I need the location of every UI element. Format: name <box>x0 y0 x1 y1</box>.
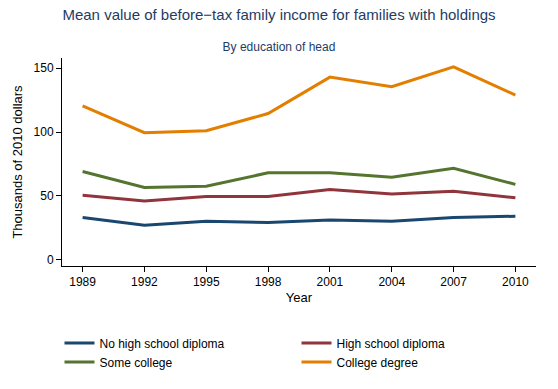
svg-text:College degree: College degree <box>337 356 419 370</box>
svg-text:0: 0 <box>47 253 54 267</box>
svg-text:1995: 1995 <box>193 275 220 289</box>
svg-text:Thousands of 2010 dollars: Thousands of 2010 dollars <box>10 85 25 239</box>
svg-text:1989: 1989 <box>69 275 96 289</box>
svg-text:50: 50 <box>40 189 54 203</box>
svg-text:2007: 2007 <box>440 275 467 289</box>
svg-text:100: 100 <box>34 125 54 139</box>
svg-text:1992: 1992 <box>131 275 158 289</box>
svg-text:2010: 2010 <box>502 275 529 289</box>
svg-text:Mean value of before−tax famil: Mean value of before−tax family income f… <box>62 6 495 23</box>
svg-text:Some college: Some college <box>100 356 173 370</box>
svg-text:150: 150 <box>34 61 54 75</box>
svg-text:2001: 2001 <box>317 275 344 289</box>
svg-text:High school diploma: High school diploma <box>337 337 445 351</box>
svg-text:1998: 1998 <box>255 275 282 289</box>
svg-text:2004: 2004 <box>378 275 405 289</box>
svg-text:No high school diploma: No high school diploma <box>100 337 225 351</box>
svg-text:By education of head: By education of head <box>223 40 336 54</box>
svg-text:Year: Year <box>286 290 313 305</box>
